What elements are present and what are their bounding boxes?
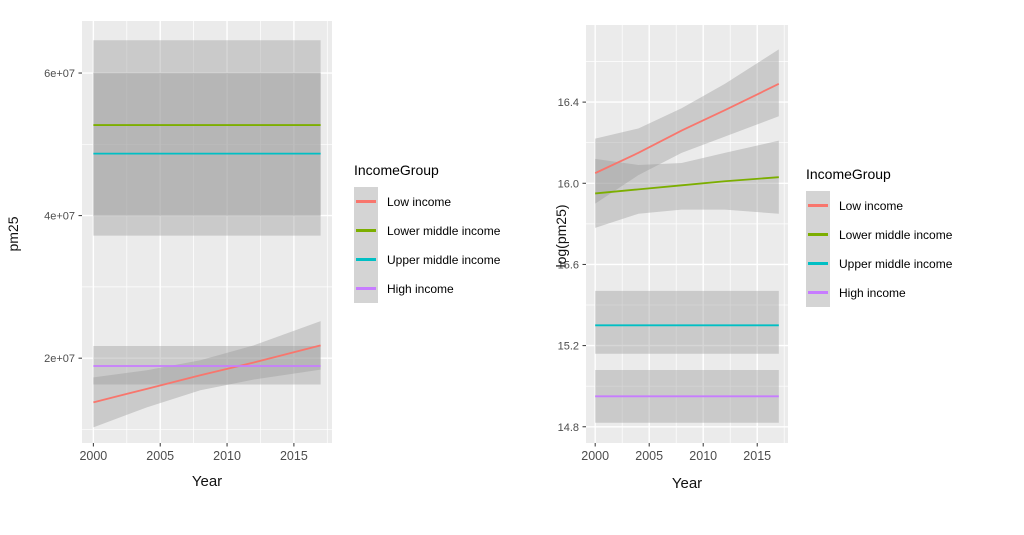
legend-label: Upper middle income <box>839 256 953 271</box>
legend-label: High income <box>839 285 906 300</box>
legend-item-high-income: High income <box>354 274 500 303</box>
y-tick-label: 2e+07 <box>44 353 75 365</box>
y-tick-label: 15.2 <box>558 341 579 353</box>
x-axis-title: Year <box>672 475 702 492</box>
legend-log-pm25: IncomeGroup Low income Lower middle income… <box>806 166 952 307</box>
legend-item-upper-middle-income: Upper middle income <box>806 249 952 278</box>
legend-key-swatch <box>354 245 378 274</box>
legend-item-low-income: Low income <box>354 187 500 216</box>
legend-item-lower-middle-income: Lower middle income <box>806 220 952 249</box>
legend-item-high-income: High income <box>806 278 952 307</box>
legend-key-swatch <box>806 249 830 278</box>
minor-gridlines <box>82 21 332 443</box>
x-tick-label: 2000 <box>581 449 609 463</box>
x-tick-label: 2005 <box>635 449 663 463</box>
high-income-line-icon <box>356 287 376 290</box>
legend-label: Lower middle income <box>387 223 501 238</box>
axis-tick-marks <box>582 101 758 447</box>
legend-title: IncomeGroup <box>354 162 439 178</box>
legend-label: Upper middle income <box>387 252 501 267</box>
minor-gridlines <box>586 25 788 443</box>
legend-label: Low income <box>387 194 452 209</box>
low-income-line-icon <box>808 204 828 207</box>
legend-label: Low income <box>839 198 904 213</box>
major-gridlines <box>82 21 332 443</box>
high-income-line-icon <box>808 291 828 294</box>
axis-tick-marks <box>78 72 295 447</box>
legend-item-lower-middle-income: Lower middle income <box>354 216 500 245</box>
legend-label: High income <box>387 281 454 296</box>
legend-key-swatch <box>354 216 378 245</box>
x-tick-label: 2015 <box>280 449 308 463</box>
legend-key-swatch <box>806 191 830 220</box>
y-tick-label: 16.4 <box>558 97 579 109</box>
legend-item-low-income: Low income <box>806 191 952 220</box>
lower-middle-income-line-icon <box>356 229 376 232</box>
legend-label: Lower middle income <box>839 227 953 242</box>
trend-line-low-income <box>594 83 780 174</box>
legend-key-swatch <box>354 187 378 216</box>
lower-middle-income-line-icon <box>808 233 828 236</box>
x-tick-label: 2010 <box>689 449 717 463</box>
x-tick-label: 2005 <box>146 449 174 463</box>
legend-title: IncomeGroup <box>806 166 891 182</box>
x-tick-label: 2015 <box>743 449 771 463</box>
trend-line-lower-middle-income <box>595 176 779 195</box>
legend-key-swatch <box>806 220 830 249</box>
trend-line-low-income <box>93 344 321 404</box>
legend-pm25: IncomeGroup Low income Lower middle income… <box>354 162 500 303</box>
x-tick-label: 2000 <box>79 449 107 463</box>
legend-key-swatch <box>806 278 830 307</box>
legend-key-swatch <box>354 274 378 303</box>
confidence-ribbon-lower-middle-income <box>93 40 321 216</box>
x-axis-title: Year <box>192 473 222 490</box>
low-income-line-icon <box>356 200 376 203</box>
y-tick-label: 16.0 <box>558 178 579 190</box>
y-axis-title: log(pm25) <box>553 204 569 267</box>
confidence-ribbon-upper-middle-income <box>595 290 779 354</box>
y-tick-label: 6e+07 <box>44 68 75 80</box>
y-tick-label: 4e+07 <box>44 211 75 223</box>
upper-middle-income-line-icon <box>356 258 376 261</box>
y-tick-label: 15.6 <box>558 259 579 271</box>
y-axis-title: pm25 <box>5 216 21 251</box>
plot-panel <box>82 21 332 443</box>
x-tick-label: 2010 <box>213 449 241 463</box>
upper-middle-income-line-icon <box>808 262 828 265</box>
confidence-ribbon-low-income <box>595 49 779 204</box>
legend-item-upper-middle-income: Upper middle income <box>354 245 500 274</box>
y-tick-label: 14.8 <box>558 422 579 434</box>
plot-panel <box>586 25 788 443</box>
